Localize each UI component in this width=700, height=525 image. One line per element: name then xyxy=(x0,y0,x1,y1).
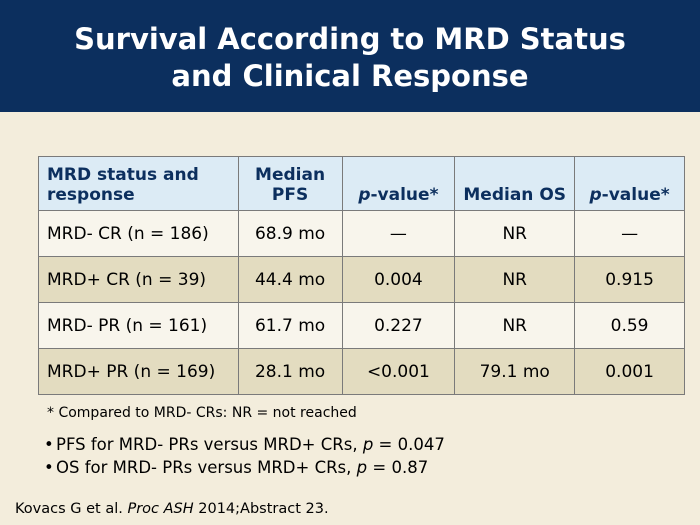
cell-median-pfs: 28.1 mo xyxy=(237,348,343,395)
cell-status: MRD+ CR (n = 39) xyxy=(38,256,239,303)
cell-median-os: NR xyxy=(454,302,576,349)
survival-table: MRD status and response Median PFS p-val… xyxy=(38,156,685,395)
citation: Kovacs G et al. Proc ASH 2014;Abstract 2… xyxy=(15,501,329,517)
cell-median-os: NR xyxy=(454,210,576,257)
header-pfs-pvalue: p-value* xyxy=(341,156,456,211)
slide-title-line-2: and Clinical Response xyxy=(171,58,529,93)
bullet-dot-icon: • xyxy=(44,458,54,477)
cell-os-pvalue: 0.59 xyxy=(574,302,685,349)
bullet-item: • OS for MRD- PRs versus MRD+ CRs, p = 0.… xyxy=(44,458,429,477)
bullet-dot-icon: • xyxy=(44,435,54,454)
table-header-row: MRD status and response Median PFS p-val… xyxy=(38,156,685,211)
cell-pfs-pvalue: 0.227 xyxy=(341,302,456,349)
slide-title-line-1: Survival According to MRD Status xyxy=(74,21,626,56)
cell-median-pfs: 44.4 mo xyxy=(237,256,343,303)
cell-median-pfs: 61.7 mo xyxy=(237,302,343,349)
cell-status: MRD+ PR (n = 169) xyxy=(38,348,239,395)
title-bar: Survival According to MRD Status and Cli… xyxy=(0,0,700,112)
cell-pfs-pvalue: <0.001 xyxy=(341,348,456,395)
cell-median-os: NR xyxy=(454,256,576,303)
cell-pfs-pvalue: 0.004 xyxy=(341,256,456,303)
cell-median-os: 79.1 mo xyxy=(454,348,576,395)
cell-os-pvalue: 0.915 xyxy=(574,256,685,303)
header-median-pfs: Median PFS xyxy=(237,156,343,211)
header-median-os: Median OS xyxy=(454,156,576,211)
cell-pfs-pvalue: — xyxy=(341,210,456,257)
cell-os-pvalue: — xyxy=(574,210,685,257)
header-status: MRD status and response xyxy=(38,156,239,211)
cell-os-pvalue: 0.001 xyxy=(574,348,685,395)
table-row: MRD+ CR (n = 39) 44.4 mo 0.004 NR 0.915 xyxy=(38,256,685,303)
bullet-item: • PFS for MRD- PRs versus MRD+ CRs, p = 0… xyxy=(44,435,445,454)
table-row: MRD- CR (n = 186) 68.9 mo — NR — xyxy=(38,210,685,257)
citation-journal: Proc ASH xyxy=(127,501,194,517)
cell-median-pfs: 68.9 mo xyxy=(237,210,343,257)
slide-title: Survival According to MRD Status and Cli… xyxy=(74,18,626,95)
bullet-list: • PFS for MRD- PRs versus MRD+ CRs, p = 0… xyxy=(44,433,445,479)
table-row: MRD- PR (n = 161) 61.7 mo 0.227 NR 0.59 xyxy=(38,302,685,349)
table-row: MRD+ PR (n = 169) 28.1 mo <0.001 79.1 mo… xyxy=(38,348,685,395)
header-os-pvalue: p-value* xyxy=(574,156,685,211)
table-footnote: * Compared to MRD- CRs: NR = not reached xyxy=(47,405,357,421)
cell-status: MRD- PR (n = 161) xyxy=(38,302,239,349)
cell-status: MRD- CR (n = 186) xyxy=(38,210,239,257)
